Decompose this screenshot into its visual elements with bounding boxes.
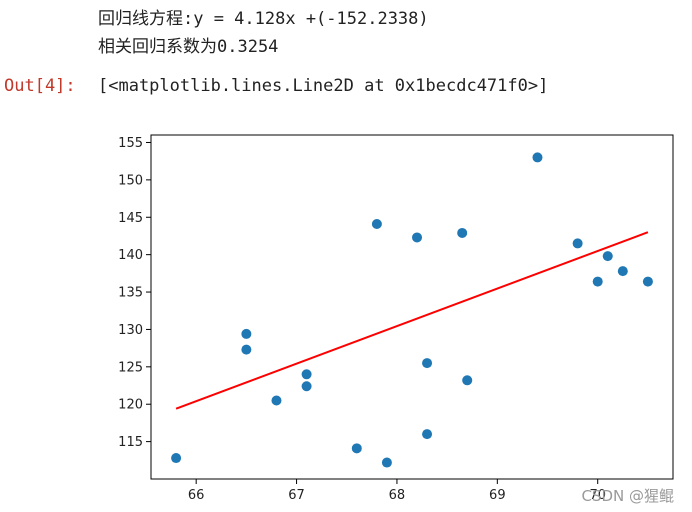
csdn-watermark: CSDN @猩鲲 [581,487,674,505]
x-tick-label: 67 [288,488,305,503]
y-tick-label: 140 [118,248,143,263]
data-point [617,266,628,277]
data-point [422,358,433,369]
data-point [171,453,182,464]
data-point [592,276,603,287]
y-tick-label: 130 [118,323,143,338]
y-tick-label: 150 [118,173,143,188]
data-point [301,381,312,392]
x-tick-label: 68 [389,488,406,503]
y-tick-label: 115 [118,435,143,450]
data-point [532,152,543,163]
data-point [301,369,312,380]
data-point [241,344,252,355]
regression-line [175,231,649,410]
data-point [602,251,613,262]
data-point [412,232,423,243]
y-tick-label: 125 [118,360,143,375]
x-tick-label: 70 [589,488,606,503]
x-tick-label: 69 [489,488,506,503]
y-tick-label: 135 [118,286,143,301]
data-point [371,218,382,229]
data-point [241,328,252,339]
data-point [457,227,468,238]
x-tick-label: 66 [188,488,205,503]
output-repr-text: [<matplotlib.lines.Line2D at 0x1becdc471… [98,76,549,96]
y-tick-label: 120 [118,398,143,413]
y-tick-label: 155 [118,136,143,151]
data-point [462,375,473,386]
output-prompt: Out[4]: [4,76,76,96]
data-point [642,276,653,287]
plot-frame [150,134,674,480]
data-point [572,238,583,249]
data-point [351,443,362,454]
correlation-coefficient-text: 相关回归系数为0.3254 [98,37,279,57]
y-tick-label: 145 [118,211,143,226]
data-point [271,395,282,406]
data-point [422,429,433,440]
regression-equation-text: 回归线方程:y = 4.128x +(-152.2338) [98,9,429,29]
data-point [381,457,392,468]
